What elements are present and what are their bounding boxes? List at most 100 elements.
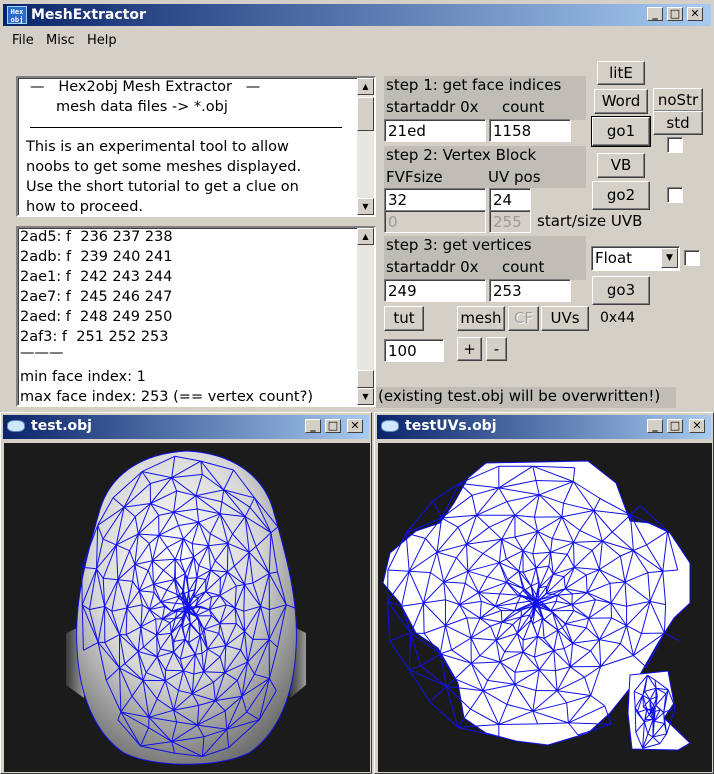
close-icon[interactable]: ✕ [689, 419, 705, 433]
go1-button[interactable]: go1 [591, 116, 651, 147]
minimize-icon[interactable]: _ [647, 7, 663, 21]
uv-window-titlebar[interactable]: testUVs.obj _ □ ✕ [377, 415, 711, 439]
step3-startaddr-input[interactable]: 249 [384, 279, 486, 302]
uv-viewport[interactable] [378, 443, 712, 772]
log-line: 2af3: f 251 252 253 [20, 329, 169, 345]
menu-bar: File Misc Help [0, 30, 714, 52]
step1-label-box: step 1: get face indices startaddr 0x co… [384, 76, 586, 120]
info-line: noobs to get some meshes displayed. [26, 159, 302, 175]
scroll-thumb[interactable] [357, 370, 374, 388]
info-divider [30, 127, 342, 128]
info-subheading: mesh data files -> *.obj [56, 99, 228, 115]
log-line: 2ad5: f 236 237 238 [20, 229, 173, 245]
info-textbox[interactable]: — Hex2obj Mesh Extractor — mesh data fil… [16, 76, 376, 217]
step2-label-box: step 2: Vertex Block FVFsize UV pos [384, 146, 586, 188]
cf-button[interactable]: CF [508, 306, 539, 331]
lite-button[interactable]: litE [597, 61, 645, 85]
zoom-input[interactable]: 100 [384, 339, 444, 362]
scroll-down-icon[interactable]: ▼ [357, 388, 374, 405]
step1-addr-label: startaddr 0x [386, 98, 479, 116]
info-scrollbar[interactable]: ▲ ▼ [357, 78, 374, 215]
window-app-icon [7, 420, 25, 432]
uvb-label: start/size UVB [537, 212, 643, 230]
menu-file[interactable]: File [12, 33, 34, 48]
uvpos-input[interactable]: 24 [489, 188, 531, 211]
info-heading: — Hex2obj Mesh Extractor — [30, 79, 261, 95]
log-line: 2adb: f 239 240 241 [20, 249, 173, 265]
step3-count-input[interactable]: 253 [489, 279, 571, 302]
step1-count-label: count [502, 98, 545, 116]
chevron-down-icon[interactable]: ▼ [661, 248, 678, 268]
window-app-icon [381, 420, 399, 432]
step3-label-box: step 3: get vertices startaddr 0x count [384, 236, 586, 280]
maximize-icon[interactable]: □ [325, 419, 341, 433]
info-line: how to proceed. [26, 199, 144, 215]
uv-window-title: testUVs.obj [405, 418, 497, 434]
log-textbox[interactable]: 2ad5: f 236 237 238 2adb: f 239 240 241 … [16, 226, 376, 407]
scroll-up-icon[interactable]: ▲ [357, 228, 374, 245]
go2-button[interactable]: go2 [592, 181, 650, 210]
maximize-icon[interactable]: □ [667, 419, 683, 433]
uv-window[interactable]: testUVs.obj _ □ ✕ [374, 412, 714, 774]
log-line: 2aed: f 248 249 250 [20, 309, 173, 325]
step3-count-label: count [502, 258, 545, 276]
log-line: ——— [20, 345, 64, 361]
overwrite-note: (existing test.obj will be overwritten!) [376, 387, 676, 408]
scroll-thumb[interactable] [357, 97, 374, 131]
step1-count-input[interactable]: 1158 [489, 119, 571, 142]
app-icon-line1: Hex [10, 8, 24, 16]
info-line: Use the short tutorial to get a clue on [26, 179, 299, 195]
uv-layout-render [382, 460, 691, 751]
menu-help[interactable]: Help [87, 33, 117, 48]
menu-misc[interactable]: Misc [46, 33, 75, 48]
vb-button[interactable]: VB [597, 153, 645, 178]
vertex-type-value: Float [595, 249, 633, 267]
nostr-checkbox[interactable] [667, 137, 683, 153]
scroll-down-icon[interactable]: ▼ [357, 198, 374, 215]
plus-button[interactable]: + [457, 337, 482, 361]
uvb-start-input[interactable]: 0 [384, 210, 486, 233]
close-icon[interactable]: ✕ [347, 419, 363, 433]
std-button[interactable]: std [653, 111, 703, 135]
app-icon: Hex obj [7, 6, 27, 24]
app-icon-line2: obj [10, 16, 24, 24]
log-line: max face index: 253 (== vertex count?) [20, 389, 313, 405]
minimize-icon[interactable]: _ [305, 419, 321, 433]
step1-title: step 1: get face indices [386, 76, 562, 94]
mesh-viewport[interactable] [4, 443, 370, 772]
log-scrollbar[interactable]: ▲ ▼ [357, 228, 374, 405]
uvs-button[interactable]: UVs [541, 306, 589, 331]
mesh-window-titlebar[interactable]: test.obj _ □ ✕ [3, 415, 369, 439]
window-title: MeshExtractor [31, 7, 146, 23]
nostr-button[interactable]: noStr [653, 88, 703, 112]
log-line: min face index: 1 [20, 369, 146, 385]
step3-title: step 3: get vertices [386, 236, 532, 254]
step1-startaddr-input[interactable]: 21ed [384, 119, 486, 142]
maximize-icon[interactable]: □ [667, 7, 683, 21]
close-icon[interactable]: ✕ [687, 7, 703, 21]
scroll-up-icon[interactable]: ▲ [357, 78, 374, 95]
step3-addr-label: startaddr 0x [386, 258, 479, 276]
word-button[interactable]: Word [594, 89, 648, 114]
mesh-button[interactable]: mesh [457, 306, 505, 331]
fvfsize-input[interactable]: 32 [384, 188, 486, 211]
mesh-window[interactable]: test.obj _ □ ✕ [0, 412, 372, 774]
minimize-icon[interactable]: _ [647, 419, 663, 433]
go2-checkbox[interactable] [667, 187, 683, 203]
tut-button[interactable]: tut [384, 306, 424, 331]
vertex-type-select[interactable]: Float ▼ [591, 246, 680, 271]
float-checkbox[interactable] [684, 250, 700, 266]
uvb-size-input[interactable]: 255 [489, 210, 531, 233]
step2-fvf-label: FVFsize [386, 168, 443, 186]
hex-readout: 0x44 [600, 310, 636, 326]
main-titlebar[interactable]: Hex obj MeshExtractor _ □ ✕ [3, 4, 711, 26]
info-line: This is an experimental tool to allow [26, 139, 289, 155]
go3-button[interactable]: go3 [592, 276, 650, 305]
log-line: 2ae7: f 245 246 247 [20, 289, 173, 305]
minus-button[interactable]: - [486, 337, 507, 361]
step2-title: step 2: Vertex Block [386, 146, 537, 164]
head-mesh-render [66, 450, 306, 765]
mesh-window-title: test.obj [31, 418, 92, 434]
log-line: 2ae1: f 242 243 244 [20, 269, 173, 285]
step2-uv-label: UV pos [488, 168, 541, 186]
